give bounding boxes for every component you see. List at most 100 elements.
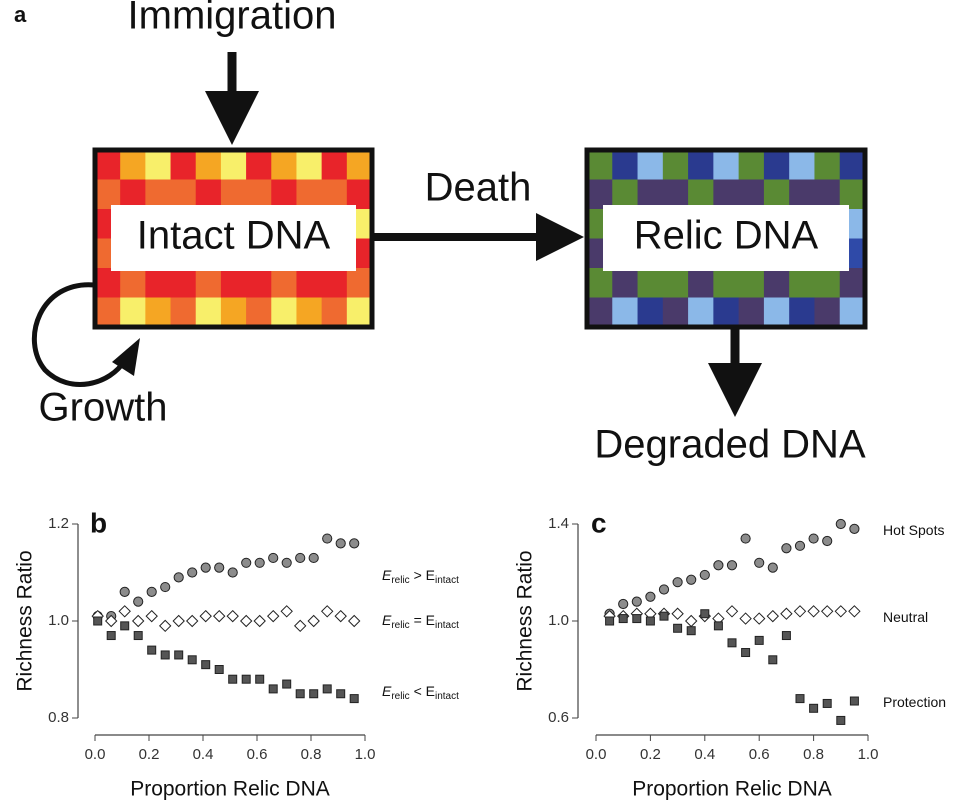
point — [322, 684, 332, 694]
point — [793, 605, 807, 618]
label-subscript: intact — [435, 691, 459, 702]
y-axis-title: Richness Ratio — [514, 550, 537, 691]
node-label: Degraded DNA — [594, 423, 866, 467]
point — [699, 569, 710, 581]
point — [780, 607, 793, 620]
point — [295, 689, 305, 699]
point — [700, 609, 710, 619]
point — [848, 605, 861, 618]
cell — [321, 268, 348, 298]
point — [255, 674, 265, 684]
x-tick-label: 0.6 — [247, 746, 268, 763]
point — [254, 557, 265, 568]
point — [119, 586, 130, 598]
arrow-head — [112, 338, 140, 376]
point — [767, 562, 778, 573]
x-tick-label: 0.0 — [85, 746, 106, 763]
cell — [612, 150, 639, 180]
cell — [145, 150, 172, 180]
point — [740, 533, 751, 544]
y-tick-label: 0.8 — [48, 709, 69, 726]
point — [334, 609, 347, 623]
y-tick-label: 1.0 — [48, 612, 69, 629]
cell — [738, 268, 765, 298]
point — [834, 605, 848, 618]
cell — [346, 297, 373, 328]
cell — [637, 179, 664, 210]
point — [741, 648, 751, 658]
x-tick-label: 0.2 — [640, 746, 661, 763]
point — [820, 605, 834, 618]
cell — [713, 179, 740, 210]
cell — [839, 150, 866, 180]
cell — [170, 297, 197, 328]
intact-box: Intact DNA — [92, 147, 375, 330]
x-tick-label: 0.4 — [694, 746, 715, 763]
cell — [145, 179, 172, 210]
point — [618, 598, 629, 610]
cell — [814, 297, 841, 328]
point — [212, 609, 226, 623]
series-label: Protection — [883, 694, 946, 710]
point — [241, 557, 252, 568]
cell — [170, 268, 197, 298]
cell — [95, 179, 121, 210]
label-subscript: relic — [391, 575, 409, 586]
point — [795, 694, 805, 704]
panel-letter: c — [591, 507, 607, 538]
cell — [321, 297, 348, 328]
point — [158, 619, 172, 633]
point — [309, 689, 319, 699]
cell — [688, 297, 714, 328]
point — [228, 674, 238, 684]
cell — [246, 297, 272, 328]
y-axis-title: Richness Ratio — [14, 550, 37, 691]
point — [282, 679, 292, 689]
cell — [321, 150, 348, 180]
point — [752, 612, 766, 625]
point — [145, 609, 158, 623]
cell — [789, 268, 815, 298]
point — [672, 577, 683, 588]
point — [713, 560, 724, 571]
point — [268, 684, 278, 694]
point — [307, 614, 320, 628]
cell — [346, 179, 373, 210]
cell — [738, 179, 765, 210]
cell — [688, 179, 714, 210]
cell — [246, 150, 272, 180]
series-label: Hot Spots — [883, 522, 944, 538]
point — [160, 581, 171, 593]
label-bg — [111, 205, 356, 271]
point — [322, 533, 333, 544]
point — [631, 596, 642, 607]
point — [645, 616, 655, 626]
cell — [145, 268, 172, 298]
y-tick-label: 1.0 — [548, 612, 569, 629]
cell — [170, 179, 197, 210]
cell — [220, 268, 247, 298]
point — [618, 614, 628, 624]
x-tick-label: 0.8 — [301, 746, 322, 763]
point — [725, 605, 739, 618]
point — [266, 609, 280, 623]
cell — [220, 179, 247, 210]
y-tick-label: 1.4 — [548, 515, 569, 532]
cell — [662, 297, 689, 328]
point — [214, 562, 225, 573]
point — [118, 605, 131, 618]
x-tick-label: 0.4 — [193, 746, 214, 763]
label-subscript: relic — [391, 691, 409, 702]
label-bg — [603, 205, 849, 271]
cell — [789, 150, 815, 180]
cell — [170, 150, 197, 180]
point — [295, 552, 306, 564]
point — [104, 614, 118, 628]
point — [336, 689, 346, 699]
point — [347, 614, 361, 628]
point — [849, 523, 860, 534]
cell — [195, 150, 222, 180]
node-label: Intact DNA — [137, 214, 331, 258]
cell — [321, 179, 348, 210]
